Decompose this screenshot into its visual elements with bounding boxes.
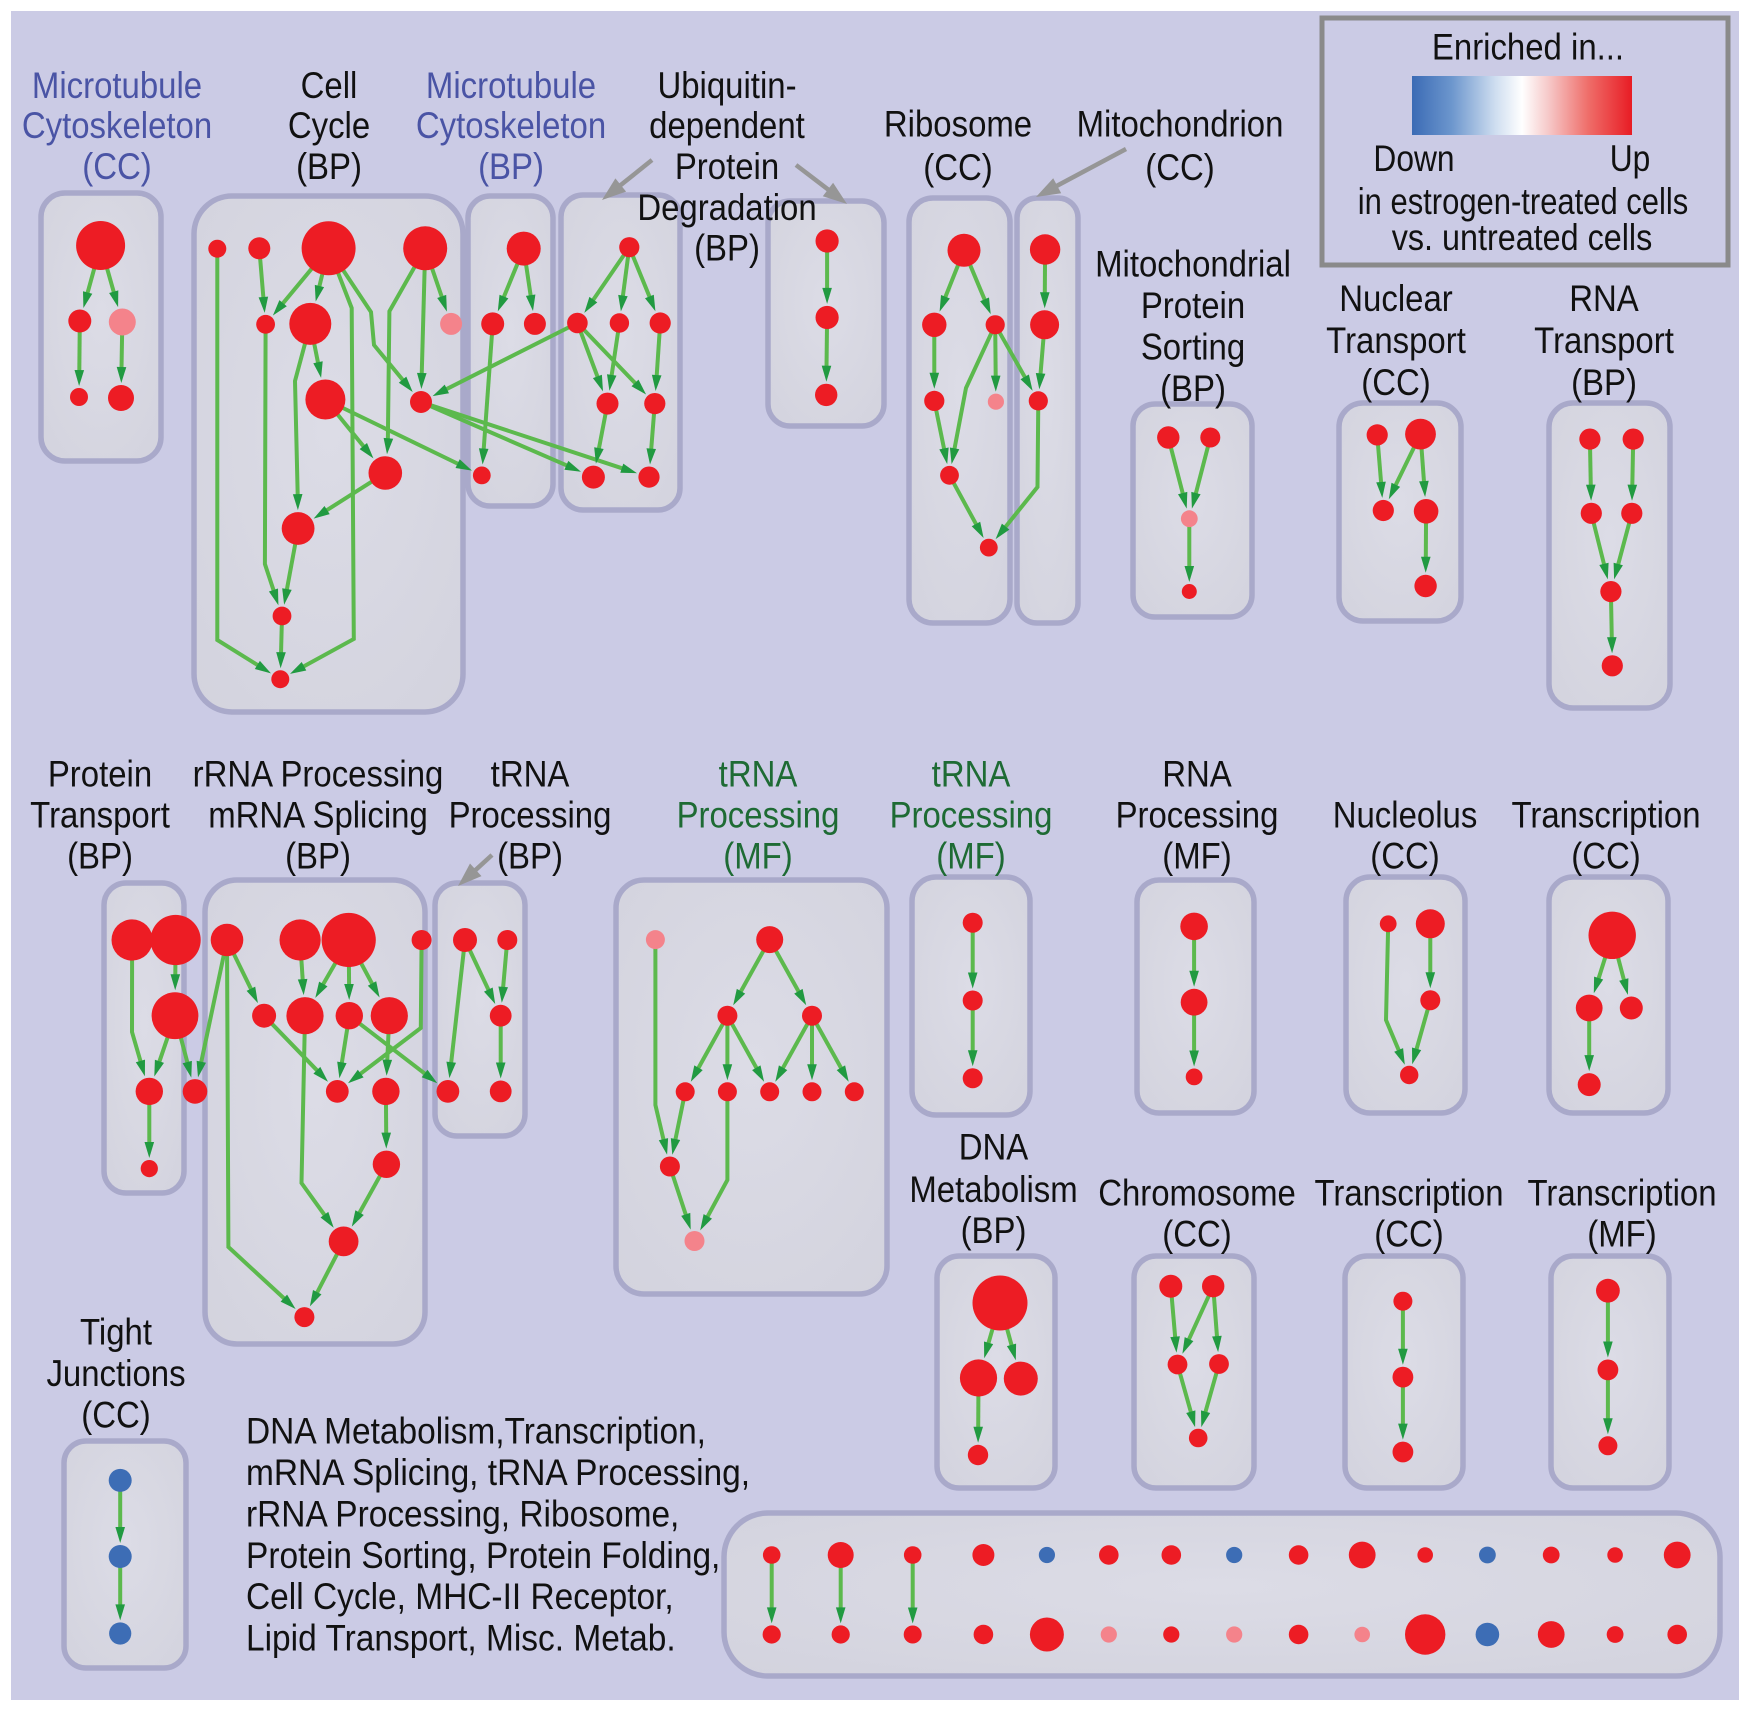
- svg-text:Tight: Tight: [80, 1312, 152, 1353]
- svg-text:rRNA Processing: rRNA Processing: [193, 754, 444, 795]
- svg-text:(BP): (BP): [67, 836, 133, 877]
- svg-text:Microtubule: Microtubule: [426, 65, 596, 106]
- svg-text:vs. untreated cells: vs. untreated cells: [1392, 218, 1653, 258]
- svg-text:tRNA: tRNA: [719, 754, 798, 795]
- svg-text:(BP): (BP): [285, 836, 351, 877]
- svg-text:Cell: Cell: [301, 65, 358, 106]
- svg-text:(BP): (BP): [1160, 368, 1226, 409]
- svg-text:(CC): (CC): [923, 147, 992, 188]
- svg-text:(BP): (BP): [497, 836, 563, 877]
- svg-text:(BP): (BP): [1571, 362, 1637, 403]
- svg-text:Cell Cycle, MHC-II Receptor,: Cell Cycle, MHC-II Receptor,: [246, 1577, 674, 1618]
- svg-text:RNA: RNA: [1162, 754, 1232, 795]
- svg-text:(MF): (MF): [723, 836, 792, 877]
- svg-text:Degradation: Degradation: [637, 187, 816, 228]
- svg-text:(CC): (CC): [82, 146, 151, 187]
- svg-text:Protein: Protein: [48, 754, 152, 795]
- svg-text:(BP): (BP): [961, 1210, 1027, 1251]
- svg-text:Ubiquitin-: Ubiquitin-: [657, 65, 796, 106]
- svg-text:Processing: Processing: [1116, 795, 1279, 836]
- svg-text:Mitochondrion: Mitochondrion: [1077, 104, 1284, 145]
- svg-text:Transcription: Transcription: [1511, 795, 1700, 836]
- svg-text:in estrogen-treated cells: in estrogen-treated cells: [1358, 181, 1688, 222]
- svg-text:Metabolism: Metabolism: [909, 1169, 1077, 1210]
- svg-text:rRNA Processing, Ribosome,: rRNA Processing, Ribosome,: [246, 1494, 679, 1535]
- svg-text:(MF): (MF): [1162, 836, 1231, 877]
- svg-text:Cytoskeleton: Cytoskeleton: [416, 105, 606, 146]
- svg-text:(CC): (CC): [1361, 362, 1430, 403]
- svg-text:Microtubule: Microtubule: [32, 65, 202, 106]
- svg-text:DNA: DNA: [959, 1127, 1029, 1168]
- svg-text:mRNA Splicing: mRNA Splicing: [208, 795, 428, 836]
- svg-text:Up: Up: [1610, 139, 1651, 180]
- svg-text:Transport: Transport: [1534, 320, 1674, 361]
- svg-text:(CC): (CC): [81, 1395, 150, 1436]
- svg-text:Nuclear: Nuclear: [1339, 278, 1453, 319]
- svg-text:RNA: RNA: [1569, 278, 1639, 319]
- svg-text:(MF): (MF): [1587, 1214, 1656, 1255]
- svg-text:Protein Sorting, Protein Foldi: Protein Sorting, Protein Folding,: [246, 1536, 720, 1577]
- svg-text:Protein: Protein: [675, 146, 779, 187]
- svg-text:Down: Down: [1373, 139, 1454, 180]
- svg-text:Junctions: Junctions: [46, 1353, 185, 1394]
- svg-text:(CC): (CC): [1571, 836, 1640, 877]
- svg-text:Nucleolus: Nucleolus: [1333, 795, 1478, 836]
- svg-text:Chromosome: Chromosome: [1098, 1173, 1296, 1214]
- svg-text:dependent: dependent: [649, 105, 805, 146]
- svg-text:(CC): (CC): [1370, 836, 1439, 877]
- svg-text:(BP): (BP): [296, 146, 362, 187]
- svg-text:Enriched in...: Enriched in...: [1432, 27, 1624, 68]
- svg-text:Protein: Protein: [1141, 285, 1245, 326]
- svg-text:Processing: Processing: [677, 795, 840, 836]
- svg-text:Processing: Processing: [449, 795, 612, 836]
- svg-text:(MF): (MF): [936, 836, 1005, 877]
- svg-text:tRNA: tRNA: [491, 754, 570, 795]
- svg-text:Sorting: Sorting: [1141, 327, 1245, 368]
- svg-text:Transcription: Transcription: [1314, 1173, 1503, 1214]
- svg-text:(CC): (CC): [1162, 1214, 1231, 1255]
- svg-text:(CC): (CC): [1374, 1214, 1443, 1255]
- svg-text:mRNA Splicing, tRNA Processing: mRNA Splicing, tRNA Processing,: [246, 1453, 750, 1494]
- svg-text:(BP): (BP): [478, 146, 544, 187]
- svg-text:(BP): (BP): [694, 228, 760, 269]
- svg-text:Lipid Transport, Misc. Metab.: Lipid Transport, Misc. Metab.: [246, 1618, 676, 1659]
- svg-text:(CC): (CC): [1145, 147, 1214, 188]
- svg-text:Cycle: Cycle: [288, 105, 370, 146]
- svg-text:Processing: Processing: [890, 795, 1053, 836]
- svg-text:Transcription: Transcription: [1527, 1173, 1716, 1214]
- svg-text:Transport: Transport: [30, 795, 170, 836]
- svg-text:Cytoskeleton: Cytoskeleton: [22, 105, 212, 146]
- svg-text:tRNA: tRNA: [932, 754, 1011, 795]
- svg-text:Transport: Transport: [1326, 320, 1466, 361]
- svg-text:Ribosome: Ribosome: [884, 104, 1032, 145]
- svg-text:DNA Metabolism,Transcription,: DNA Metabolism,Transcription,: [246, 1411, 706, 1452]
- svg-text:Mitochondrial: Mitochondrial: [1095, 244, 1291, 285]
